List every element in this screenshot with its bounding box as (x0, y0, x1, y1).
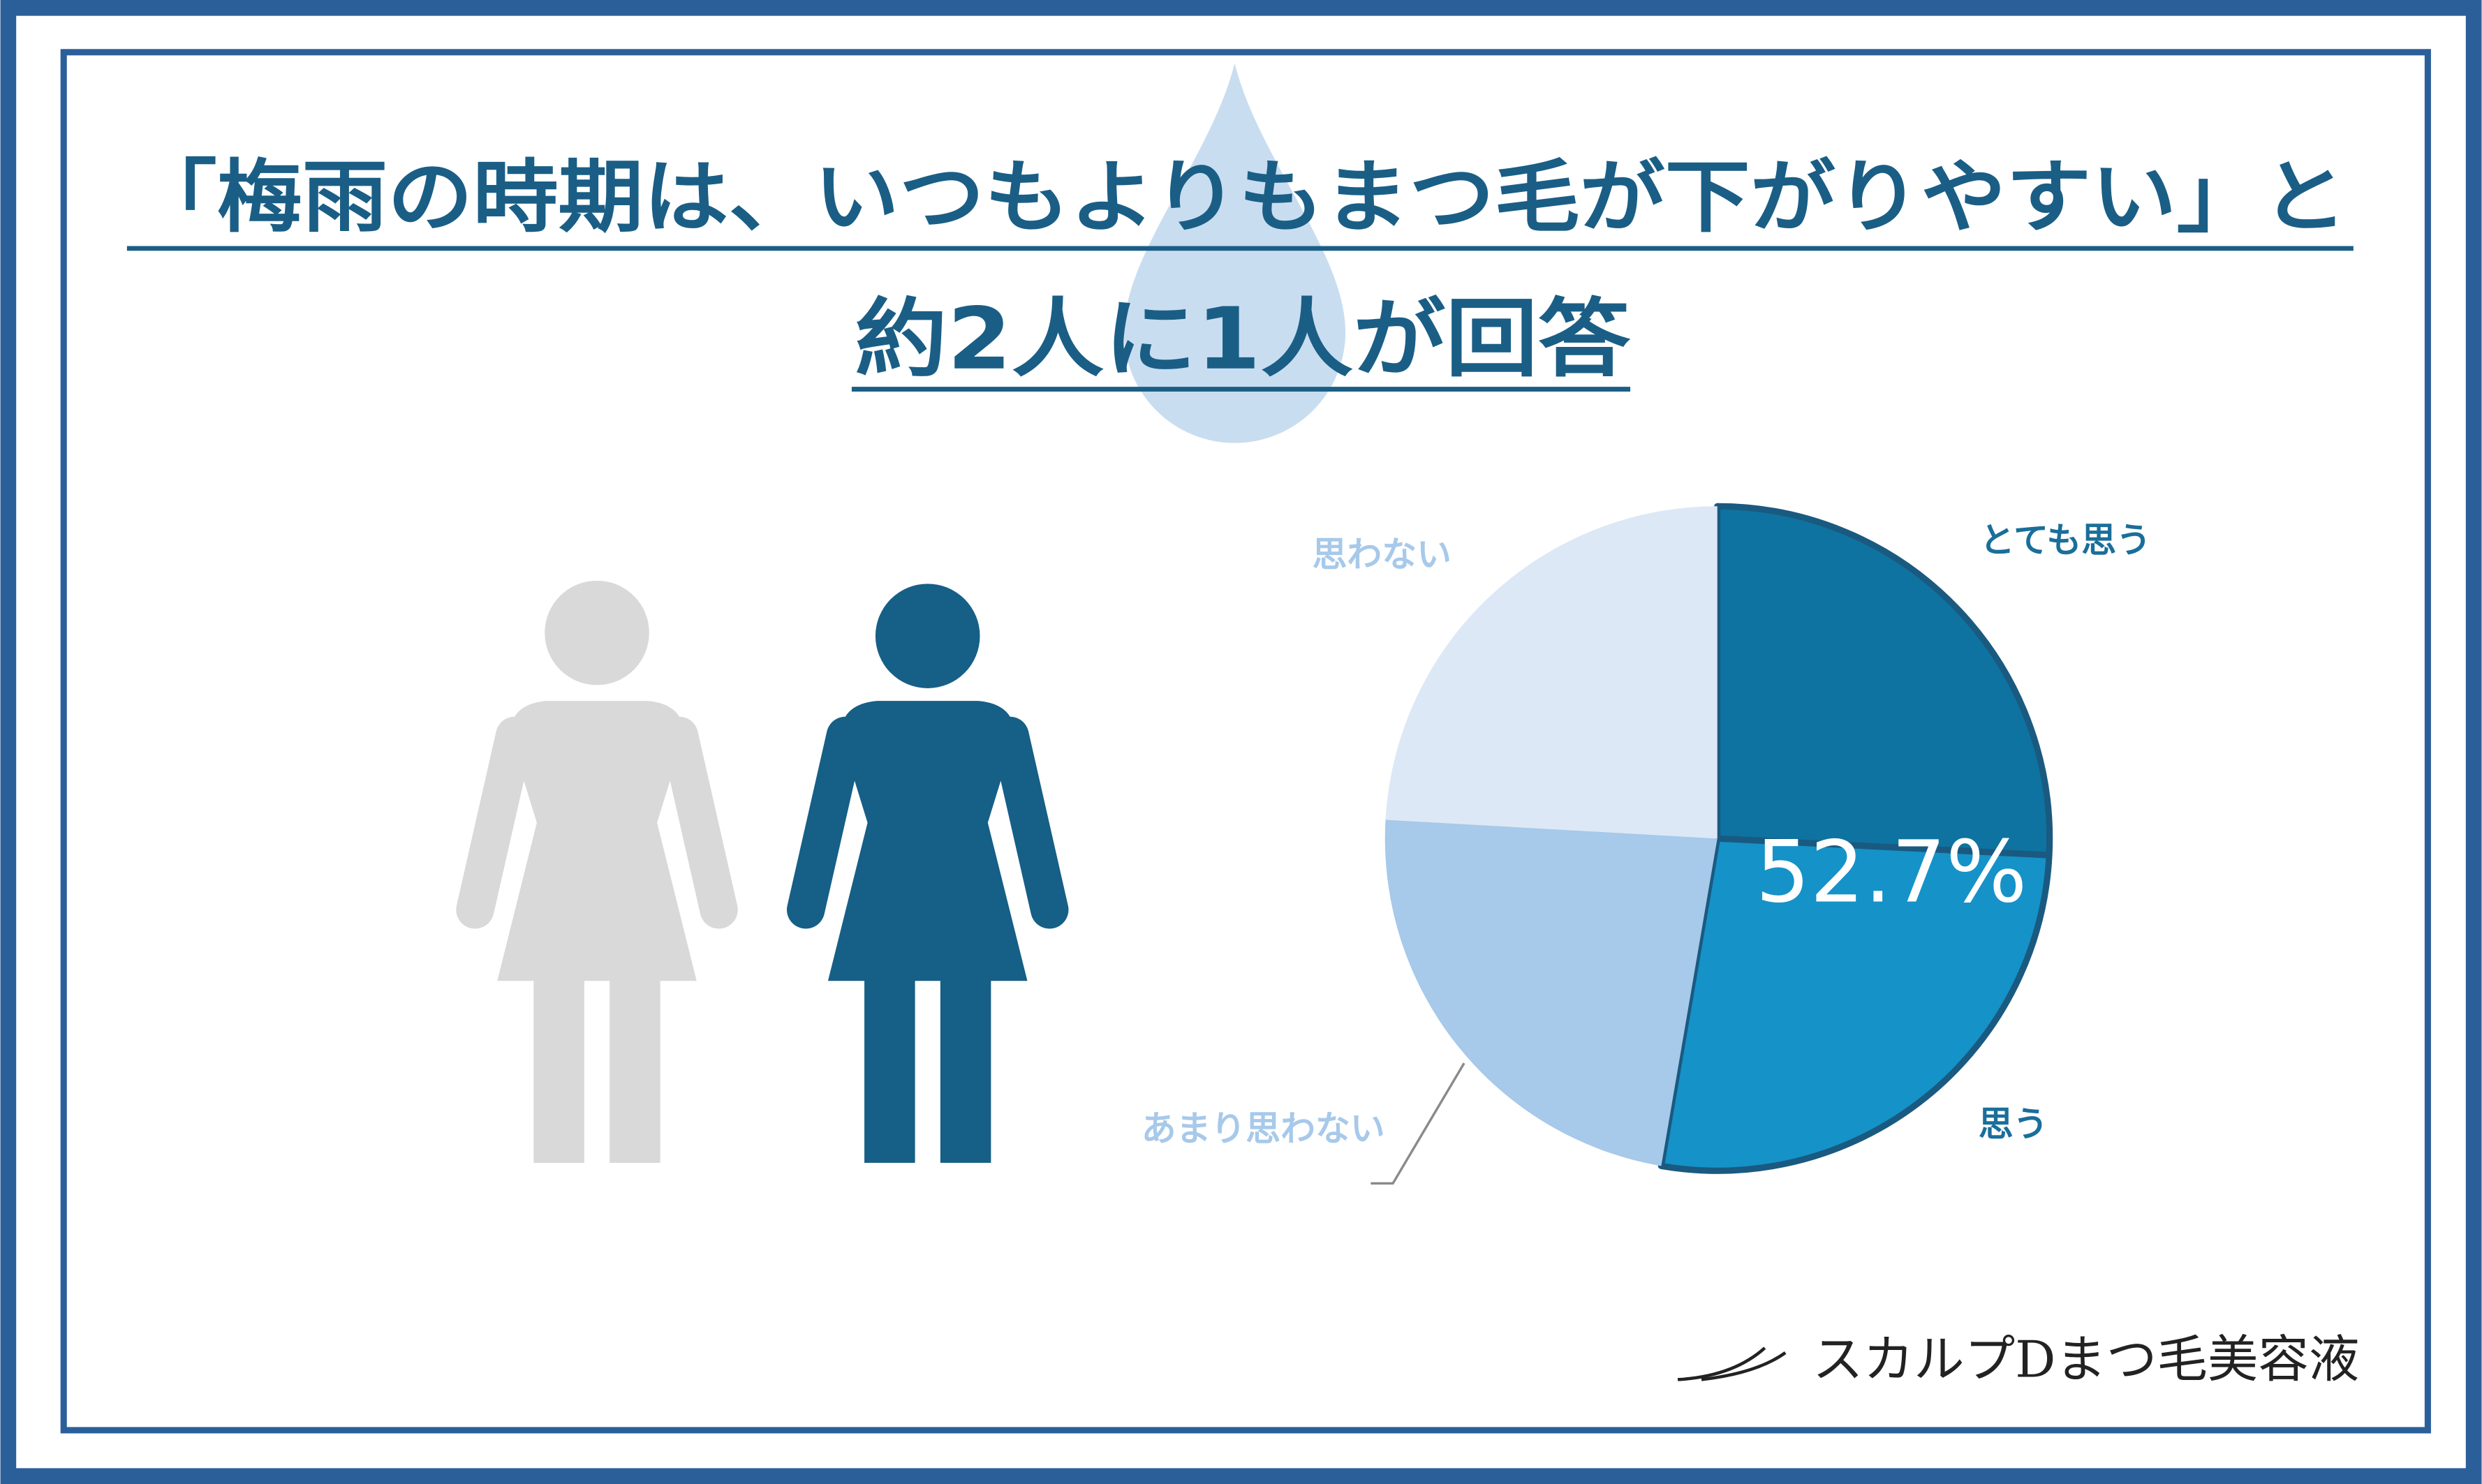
brand: スカルプDまつ毛美容液 (1812, 1331, 2359, 1390)
pie-slice (1714, 503, 2053, 859)
annotation: 52.7% (1756, 822, 2027, 922)
leader-line (1371, 1062, 1465, 1185)
subtitle: 約2人に1人が回答 (855, 289, 1630, 389)
pie-slice (1385, 506, 1718, 839)
inner-frame (60, 49, 2431, 1434)
pie-slice (1657, 835, 2053, 1174)
pie-slice (1384, 819, 1718, 1166)
woman-icon-blue (787, 584, 1069, 1163)
slice-label: とても思う (1980, 520, 2151, 561)
slice-label: 思う (1979, 1104, 2048, 1144)
title: 「梅雨の時期は、いつもよりもまつ毛が下がりやすい」と (132, 151, 2347, 243)
water-drop (1123, 63, 1346, 443)
pie (1384, 503, 2053, 1174)
slice-label: あまり思わない (1142, 1108, 1385, 1149)
woman-icon-gray (456, 580, 738, 1163)
brand-mark (1677, 1346, 1787, 1381)
slice-label: 思わない (1313, 534, 1451, 574)
